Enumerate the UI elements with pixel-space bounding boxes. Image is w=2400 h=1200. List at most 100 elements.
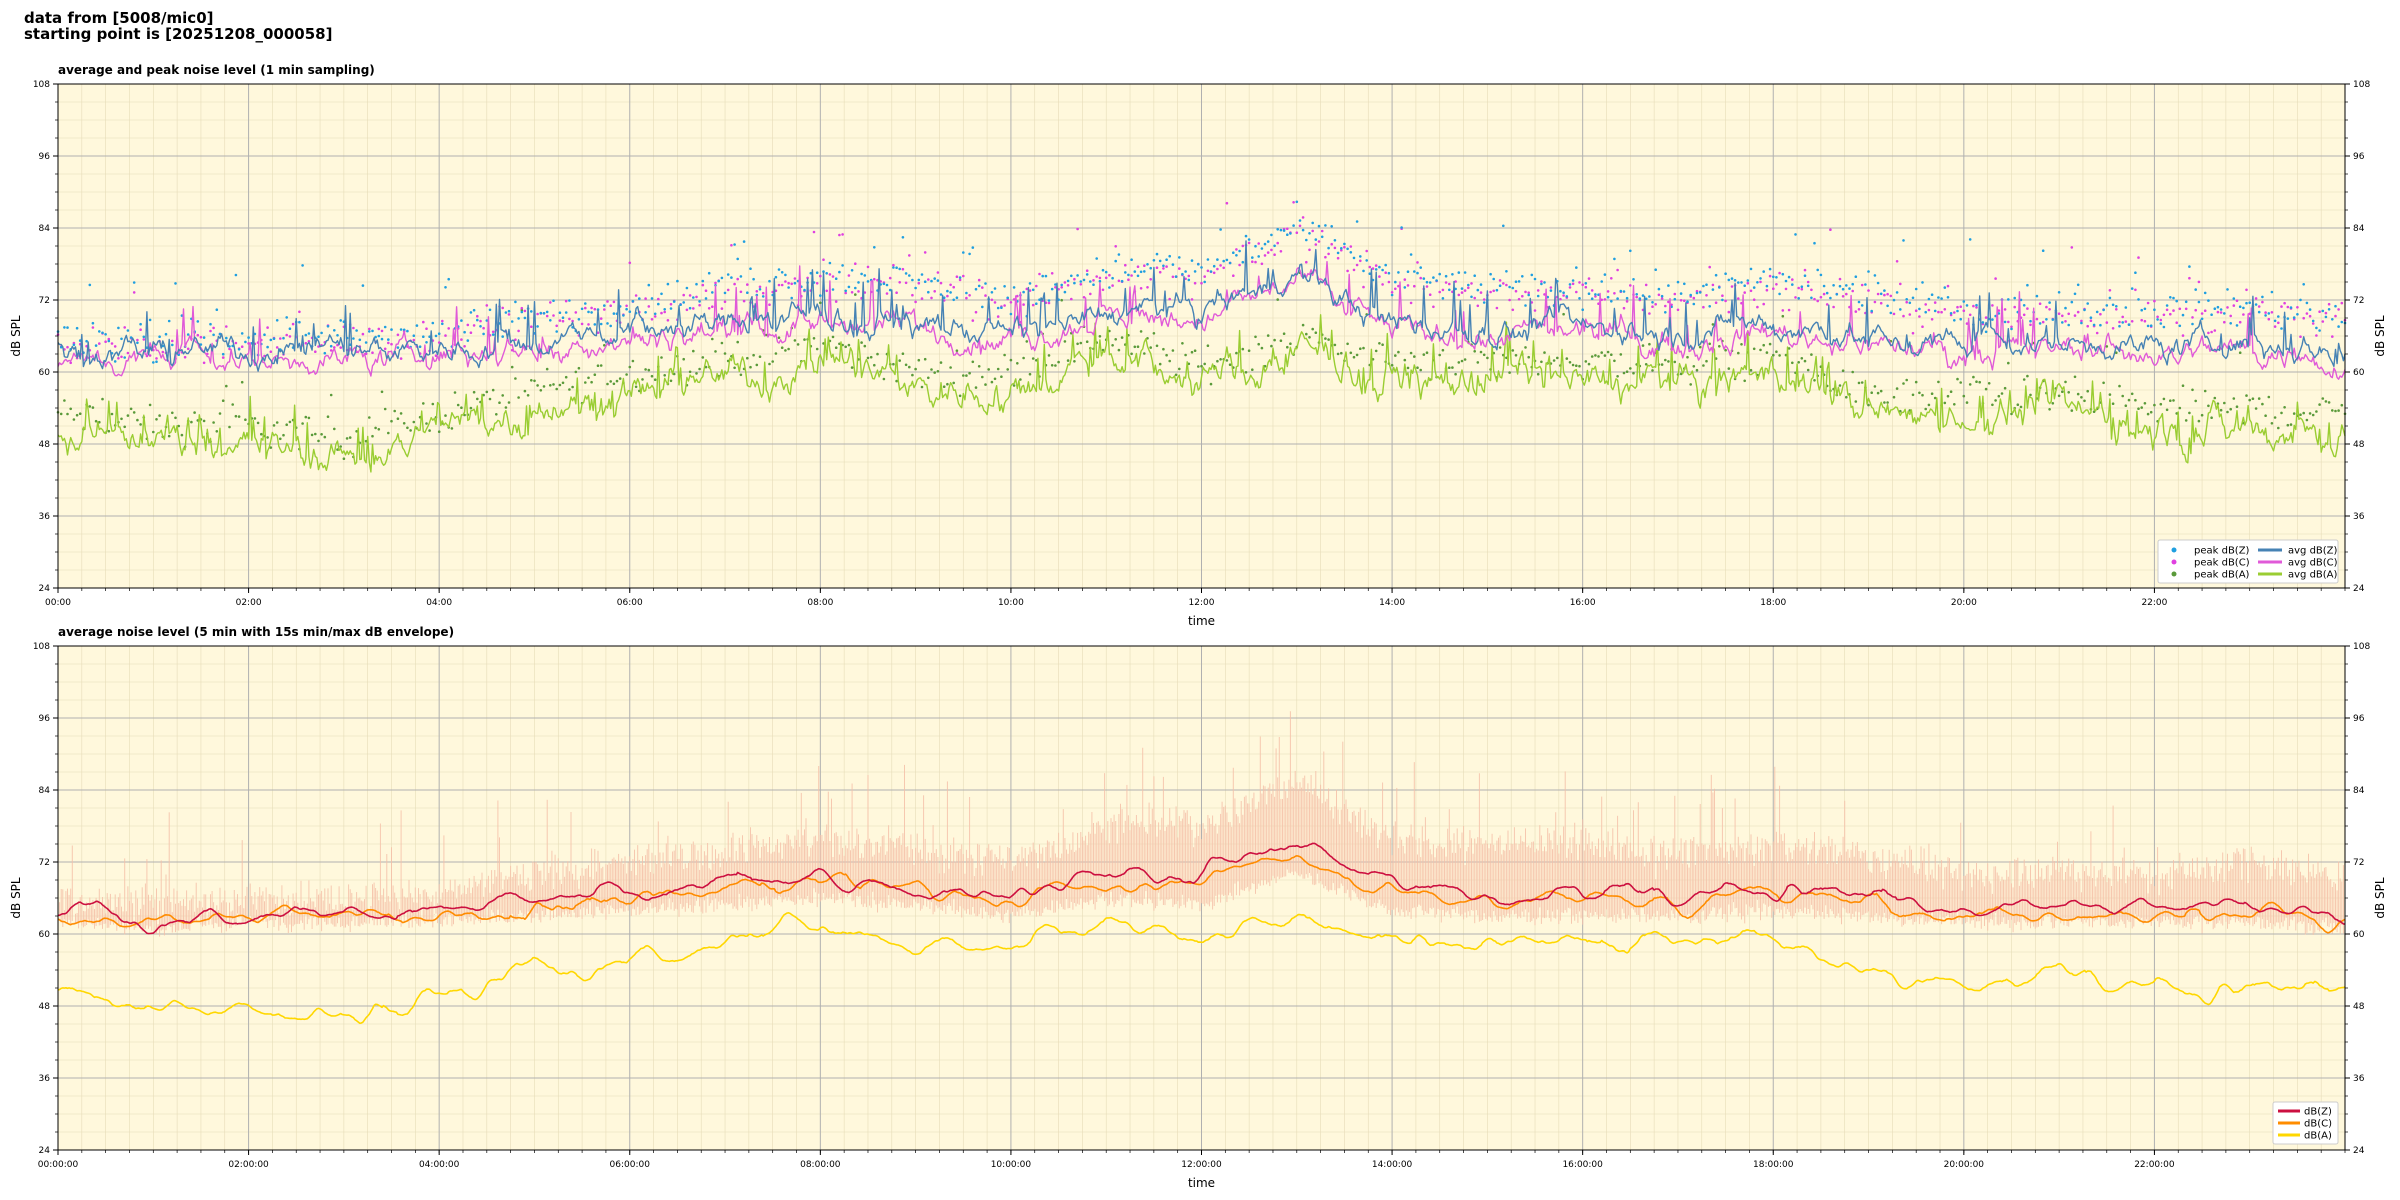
peak-point [406, 426, 409, 430]
peak-point [638, 297, 641, 300]
peak-point [336, 343, 339, 347]
peak-point [2124, 404, 2128, 408]
peak-point [399, 328, 403, 331]
peak-point [320, 331, 323, 335]
peak-point [920, 385, 924, 389]
peak-point [749, 267, 752, 271]
peak-point [1679, 292, 1683, 295]
peak-point [291, 322, 295, 326]
peak-point [2080, 319, 2083, 323]
peak-point [1683, 282, 1686, 286]
peak-point [355, 430, 358, 433]
peak-point [2162, 313, 2166, 317]
peak-point [1158, 362, 1162, 366]
peak-point [1330, 242, 1333, 246]
peak-point [1165, 353, 1168, 357]
x-tick-label: 04:00 [426, 598, 452, 608]
x-tick-label: 20:00:00 [1944, 1160, 1985, 1170]
peak-point [2019, 405, 2023, 409]
peak-point [1279, 250, 1283, 253]
peak-point [1511, 286, 1515, 290]
peak-point [1930, 318, 1934, 321]
peak-point [1016, 294, 1019, 298]
peak-point [1254, 244, 1257, 248]
peak-point [1803, 359, 1807, 363]
peak-point [1914, 380, 1918, 384]
peak-point [2197, 280, 2201, 284]
y-tick-label-right: 108 [2353, 80, 2370, 90]
peak-point [917, 358, 921, 362]
peak-point [1803, 268, 1807, 272]
peak-point [1584, 282, 1588, 285]
peak-point [2270, 311, 2274, 314]
peak-point [1749, 267, 1753, 271]
peak-point [2267, 312, 2271, 315]
peak-point [1035, 359, 1038, 362]
peak-point [253, 417, 257, 420]
peak-point [584, 302, 587, 305]
peak-point [666, 282, 670, 286]
peak-point [962, 251, 965, 254]
chart-title: average noise level (5 min with 15s min/… [58, 625, 454, 639]
peak-point [266, 326, 269, 329]
y-tick-label-left: 96 [39, 714, 51, 724]
peak-point [1524, 346, 1527, 349]
peak-point [126, 329, 130, 332]
peak-point [1111, 276, 1114, 280]
peak-point [72, 343, 76, 347]
peak-point [132, 411, 136, 414]
peak-point [1257, 242, 1260, 245]
peak-point [1305, 260, 1308, 264]
peak-point [1279, 339, 1283, 343]
peak-point [1918, 391, 1921, 395]
x-tick-label: 00:00 [45, 598, 71, 608]
peak-point [974, 310, 978, 314]
peak-point [1895, 387, 1899, 390]
peak-point [1095, 275, 1098, 278]
peak-point [374, 426, 377, 430]
peak-point [952, 285, 955, 289]
peak-point [1057, 360, 1060, 364]
peak-point [1854, 400, 1858, 403]
peak-point [1098, 279, 1102, 283]
peak-point [2324, 315, 2328, 319]
peak-point [1241, 347, 1245, 351]
peak-point [955, 296, 959, 300]
peak-point [2010, 412, 2013, 416]
peak-point [352, 326, 355, 330]
peak-point [1387, 280, 1391, 284]
peak-point [1597, 355, 1600, 358]
peak-point [768, 303, 771, 307]
peak-point [1394, 280, 1397, 284]
peak-point [1819, 295, 1823, 299]
peak-point [1193, 270, 1197, 273]
y-tick-label-left: 36 [39, 1074, 51, 1084]
peak-point [237, 348, 241, 351]
peak-point [1664, 311, 1667, 314]
peak-point [444, 334, 447, 337]
peak-point [1270, 248, 1273, 252]
peak-point [2073, 375, 2077, 379]
peak-point [647, 305, 651, 308]
peak-point [1603, 298, 1607, 301]
peak-point [1403, 358, 1407, 362]
peak-point [1797, 361, 1800, 364]
peak-point [892, 263, 895, 267]
peak-point [2238, 351, 2242, 355]
peak-point [129, 407, 133, 411]
peak-point [933, 290, 936, 293]
peak-point [1841, 287, 1845, 291]
peak-point [1444, 274, 1448, 278]
peak-point [2064, 306, 2067, 310]
peak-point [307, 416, 311, 420]
peak-point [1085, 269, 1089, 273]
peak-point [1775, 350, 1778, 354]
peak-point [1206, 258, 1210, 261]
peak-point [2178, 307, 2182, 311]
peak-point [240, 380, 244, 384]
peak-point [1692, 365, 1696, 368]
peak-point [304, 415, 308, 419]
peak-point [2181, 334, 2185, 337]
peak-point [1606, 350, 1610, 354]
peak-point [1698, 345, 1702, 349]
